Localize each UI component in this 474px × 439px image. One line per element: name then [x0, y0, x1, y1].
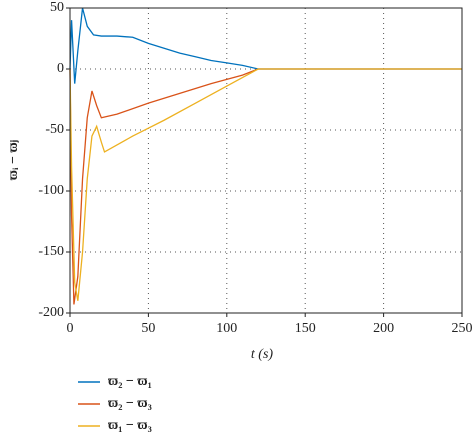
plot-frame [69, 7, 463, 314]
legend-label: ϖ₂ − ϖ₁ [108, 374, 152, 389]
x-tick-label: 200 [373, 321, 394, 336]
legend-label: ϖ₁ − ϖ₃ [108, 418, 152, 433]
x-tick-label: 100 [216, 321, 237, 336]
data-line [69, 68, 462, 301]
x-tick-label: 0 [67, 321, 74, 336]
y-tick-label: 0 [57, 61, 64, 76]
x-tick-label: 250 [452, 321, 473, 336]
x-tick-label: 150 [295, 321, 316, 336]
y-tick-label: -200 [38, 305, 64, 320]
x-axis-label: t (s) [251, 347, 274, 362]
y-tick-label: -50 [45, 122, 64, 137]
x-tick-label: 50 [141, 321, 155, 336]
y-tick-label: -150 [38, 244, 64, 259]
y-tick-label: 50 [50, 0, 64, 15]
data-line [69, 68, 462, 305]
y-axis-label: ϖᵢ − ϖⱼ [6, 140, 21, 180]
data-line [69, 7, 462, 84]
legend-label: ϖ₂ − ϖ₃ [108, 396, 152, 411]
y-tick-label: -100 [38, 183, 64, 198]
